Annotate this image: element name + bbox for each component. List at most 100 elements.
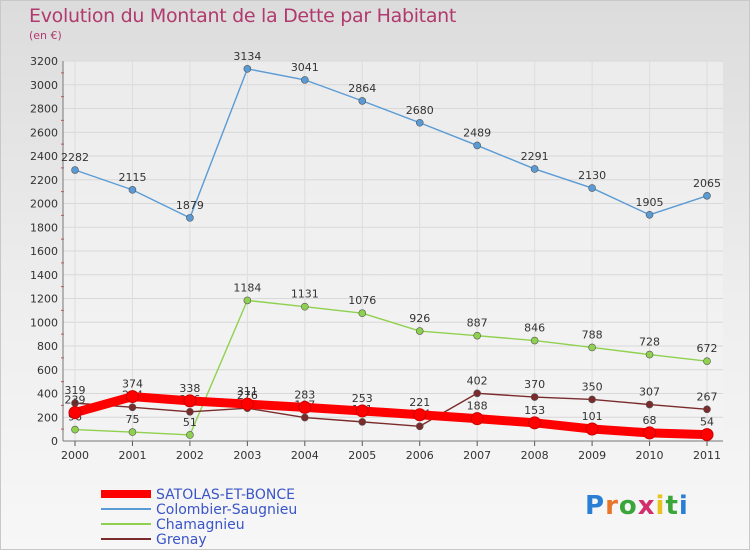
data-point <box>703 357 711 366</box>
data-label: 3134 <box>233 50 261 63</box>
legend-label: Chamagnieu <box>156 517 245 533</box>
y-tick-label: 800 <box>37 340 58 353</box>
x-tick-label: 2000 <box>61 449 89 462</box>
data-point <box>186 431 194 439</box>
logo-letter: P <box>585 491 606 521</box>
data-label: 75 <box>125 413 139 426</box>
data-point <box>703 405 711 414</box>
data-point <box>183 394 197 408</box>
data-point <box>240 397 254 411</box>
y-tick-label: 2800 <box>30 103 58 116</box>
data-point <box>413 408 427 422</box>
data-label: 338 <box>179 382 200 395</box>
data-label: 1076 <box>348 294 376 307</box>
logo-letter: x <box>637 491 656 521</box>
proxiti-logo: Proxiti <box>585 491 689 521</box>
data-point <box>128 428 137 436</box>
data-label: 788 <box>582 328 603 341</box>
y-tick-label: 2000 <box>30 198 58 211</box>
x-tick-label: 2007 <box>463 449 491 462</box>
data-point <box>645 210 654 219</box>
data-point <box>301 413 309 422</box>
data-point <box>530 165 539 173</box>
x-tick-label: 2011 <box>693 449 721 462</box>
logo-letter: t <box>665 491 679 521</box>
data-label: 311 <box>237 385 258 398</box>
legend-label: SATOLAS-ET-BONCE <box>156 487 295 503</box>
logo-letter: i <box>678 491 689 521</box>
data-label: 54 <box>700 416 714 429</box>
data-point <box>128 403 137 412</box>
data-point <box>125 390 139 404</box>
data-label: 319 <box>65 384 86 397</box>
data-point <box>645 400 654 409</box>
data-label: 1905 <box>636 196 664 209</box>
series-line <box>74 68 708 219</box>
x-tick-label: 2005 <box>348 449 376 462</box>
x-tick-label: 2010 <box>636 449 664 462</box>
data-point <box>585 422 599 436</box>
data-label: 2115 <box>118 171 146 184</box>
y-tick-label: 1200 <box>30 293 58 306</box>
y-tick-label: 200 <box>37 411 58 424</box>
series-line <box>74 299 708 436</box>
data-label: 2864 <box>348 82 376 95</box>
data-label: 68 <box>643 414 657 427</box>
y-tick-label: 600 <box>37 364 58 377</box>
data-point <box>645 350 654 359</box>
data-point <box>358 418 367 426</box>
data-point <box>643 426 657 440</box>
logo-letter: r <box>605 491 619 521</box>
data-point <box>415 327 424 335</box>
data-point <box>700 428 714 442</box>
data-label: 153 <box>524 404 545 417</box>
data-label: 728 <box>639 336 660 349</box>
data-label: 1879 <box>176 199 204 212</box>
x-tick-label: 2002 <box>176 449 204 462</box>
data-label: 253 <box>352 392 373 405</box>
data-label: 2291 <box>521 150 549 163</box>
data-point <box>588 395 596 404</box>
data-label: 370 <box>524 378 545 391</box>
x-tick-label: 2008 <box>521 449 549 462</box>
data-point <box>588 343 596 352</box>
y-tick-label: 3200 <box>30 55 58 68</box>
x-tick-label: 2001 <box>118 449 146 462</box>
data-label: 2130 <box>578 169 606 182</box>
data-label: 267 <box>697 390 718 403</box>
x-tick-label: 2004 <box>291 449 319 462</box>
data-point <box>358 97 367 105</box>
y-tick-label: 400 <box>37 388 58 401</box>
x-tick-label: 2009 <box>578 449 606 462</box>
y-tick-label: 3000 <box>30 79 58 92</box>
data-point <box>71 425 79 434</box>
data-label: 1184 <box>233 281 261 294</box>
data-label: 402 <box>467 374 488 387</box>
y-tick-label: 1800 <box>30 221 58 234</box>
data-label: 307 <box>639 386 660 399</box>
data-label: 374 <box>122 378 143 391</box>
y-tick-label: 2200 <box>30 174 58 187</box>
data-label: 283 <box>294 388 315 401</box>
data-label: 350 <box>582 380 603 393</box>
data-point <box>415 422 424 431</box>
x-tick-label: 2006 <box>406 449 434 462</box>
y-tick-label: 2400 <box>30 150 58 163</box>
x-tick-label: 2003 <box>233 449 261 462</box>
y-tick-label: 1400 <box>30 269 58 282</box>
data-label: 2680 <box>406 104 434 117</box>
legend-label: Colombier-Saugnieu <box>156 502 297 518</box>
data-label: 188 <box>467 400 488 413</box>
y-tick-label: 1000 <box>30 316 58 329</box>
data-point <box>530 336 539 345</box>
series-line <box>70 392 712 440</box>
data-label: 51 <box>183 416 197 429</box>
data-label: 672 <box>697 342 718 355</box>
data-label: 2282 <box>61 151 89 164</box>
data-label: 2065 <box>693 177 721 190</box>
data-point <box>415 118 424 127</box>
data-label: 926 <box>409 312 430 325</box>
data-label: 101 <box>582 410 603 423</box>
data-point <box>186 407 194 416</box>
